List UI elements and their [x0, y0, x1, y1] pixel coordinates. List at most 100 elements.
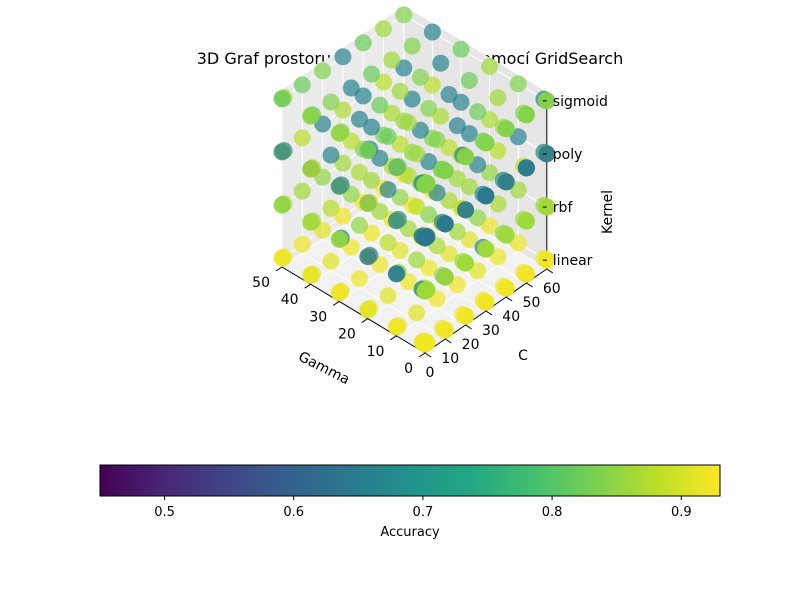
y-tick	[485, 310, 493, 316]
point-rbf	[420, 206, 438, 224]
point-poly	[330, 177, 348, 195]
x-axis-label: Gamma	[296, 349, 353, 388]
point-linear	[351, 270, 368, 287]
x-tick-label: 30	[309, 309, 327, 325]
point-poly	[375, 73, 392, 91]
point-linear	[477, 293, 495, 311]
point-poly	[322, 146, 340, 164]
point-poly	[379, 181, 397, 199]
point-sigmoid	[416, 176, 434, 194]
point-poly	[351, 163, 368, 181]
colorbar	[99, 464, 721, 497]
point-sigmoid	[363, 65, 380, 83]
point-sigmoid	[436, 162, 454, 180]
y-tick	[546, 268, 554, 274]
point-poly	[354, 87, 372, 105]
z-tick-label: poly	[553, 147, 583, 163]
point-linear	[363, 224, 380, 242]
point-poly	[432, 107, 450, 125]
y-tick-label: 50	[523, 295, 541, 311]
point-sigmoid	[391, 82, 409, 100]
point-rbf	[322, 199, 340, 217]
point-sigmoid	[330, 124, 348, 142]
point-rbf	[359, 248, 377, 266]
colorbar-ticks: 0.5 0.6 0.7 0.8 0.9	[154, 496, 692, 520]
point-sigmoid	[432, 54, 450, 72]
point-sigmoid	[302, 107, 320, 125]
point-poly	[293, 129, 311, 147]
point-linear	[509, 234, 527, 252]
point-sigmoid	[371, 96, 389, 114]
point-sigmoid	[359, 142, 377, 159]
point-poly	[518, 159, 535, 177]
point-sigmoid	[334, 48, 352, 66]
point-rbf	[351, 216, 368, 234]
point-rbf	[481, 164, 499, 182]
point-rbf	[363, 171, 380, 189]
point-poly	[460, 125, 478, 143]
point-poly	[408, 198, 426, 216]
point-linear	[481, 217, 499, 235]
point-linear	[387, 318, 405, 336]
point-sigmoid	[423, 23, 441, 41]
z-tick-label: linear	[553, 253, 593, 269]
point-sigmoid	[314, 62, 332, 80]
point-linear	[359, 301, 377, 319]
x-tick	[418, 352, 426, 358]
z-tick-label: sigmoid	[553, 94, 608, 110]
point-poly	[363, 118, 380, 136]
y-tick-label: 0	[426, 365, 435, 381]
y-tick	[424, 352, 432, 358]
z-axis-label: Kernel	[600, 190, 616, 234]
point-rbf	[293, 182, 311, 200]
point-poly	[411, 121, 429, 139]
point-poly	[448, 170, 466, 188]
point-linear	[293, 235, 311, 253]
x-tick-label: 0	[404, 361, 413, 377]
point-poly	[509, 128, 527, 146]
point-sigmoid	[477, 134, 495, 152]
point-rbf	[379, 234, 397, 252]
y-tick	[445, 338, 452, 344]
x-tick-label: 10	[367, 344, 385, 360]
point-sigmoid	[403, 37, 421, 55]
x-tick-label: 20	[338, 327, 356, 343]
point-poly	[391, 135, 409, 153]
point-linear	[489, 248, 507, 266]
point-linear	[457, 307, 475, 325]
point-poly	[481, 111, 499, 129]
point-rbf	[460, 178, 478, 196]
point-poly	[457, 201, 475, 219]
point-rbf	[518, 212, 535, 230]
point-sigmoid	[420, 100, 438, 117]
point-sigmoid	[497, 120, 515, 138]
point-rbf	[330, 230, 348, 248]
y-tick-label: 60	[543, 281, 561, 297]
colorbar-tick-label: 0.9	[671, 505, 692, 520]
point-sigmoid	[293, 76, 311, 94]
point-linear	[440, 245, 458, 263]
point-poly	[387, 212, 405, 230]
point-sigmoid	[351, 110, 368, 128]
point-sigmoid	[375, 20, 392, 38]
point-sigmoid	[448, 117, 466, 135]
point-sigmoid	[383, 51, 401, 69]
point-poly	[497, 173, 515, 191]
y-tick-label: 30	[482, 323, 500, 339]
y-tick-label: 40	[502, 309, 520, 325]
y-tick	[526, 282, 533, 288]
point-poly	[423, 76, 441, 94]
point-poly	[359, 195, 377, 213]
point-sigmoid	[408, 145, 426, 163]
point-rbf	[489, 195, 507, 213]
y-tick-label: 10	[441, 351, 459, 367]
point-poly	[383, 104, 401, 122]
point-linear	[273, 249, 291, 267]
y-axis-label: C	[518, 348, 528, 364]
point-rbf	[436, 268, 454, 286]
x-tick	[275, 266, 283, 272]
point-sigmoid	[460, 72, 478, 89]
y-tick-label: 20	[462, 337, 480, 353]
y-tick	[465, 324, 472, 330]
point-linear	[436, 321, 454, 339]
